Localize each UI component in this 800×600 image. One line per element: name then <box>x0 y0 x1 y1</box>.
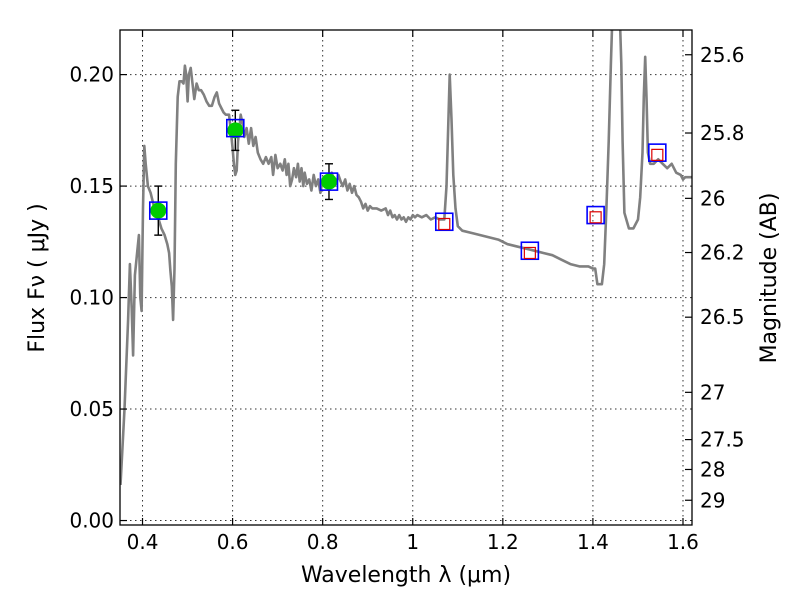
ticks: 0.4 0.6 0.8 1 1.2 1.4 1.6 0.00 0.05 0.10 0.15 0.20 2… <box>69 30 745 554</box>
y-tick-label: 0.00 <box>69 509 114 533</box>
y-tick-label: 0.05 <box>69 397 114 421</box>
x-tick-label: 1.4 <box>577 530 609 554</box>
nondetection-box <box>523 246 536 260</box>
y-axis-right-label: Magnitude (AB) <box>757 193 782 364</box>
model-photometry-box <box>319 172 339 191</box>
observed-point <box>320 173 337 190</box>
model-photometry-box <box>226 118 245 138</box>
y-axis-label: Flux Fν ( μJy ) <box>25 203 50 352</box>
model-spectrum-line <box>120 30 692 485</box>
x-tick-label: 1.6 <box>667 530 699 554</box>
y-tick-label: 0.20 <box>69 63 114 87</box>
magnitude-tick-label: 25.6 <box>700 43 745 67</box>
x-tick-label: 0.4 <box>127 530 159 554</box>
magnitude-tick-label: 28 <box>700 457 725 481</box>
x-tick-label: 0.8 <box>307 530 339 554</box>
observed-point <box>150 202 167 219</box>
y-tick-label: 0.10 <box>69 286 114 310</box>
plot-frame <box>119 29 693 526</box>
y-tick-label: 0.15 <box>69 174 114 198</box>
model-photometry-box <box>648 143 667 162</box>
magnitude-tick-label: 25.8 <box>700 121 745 145</box>
model-photometry-box <box>586 205 605 225</box>
nondetection-box <box>651 148 664 161</box>
x-tick-label: 0.6 <box>217 530 249 554</box>
magnitude-tick-label: 26.5 <box>700 305 745 329</box>
magnitude-tick-label: 26 <box>700 186 725 210</box>
model-photometry-box <box>520 241 540 261</box>
x-axis-label: Wavelength λ (μm) <box>301 563 511 588</box>
plot-area <box>120 30 692 485</box>
observed-point <box>227 122 244 139</box>
magnitude-tick-label: 26.2 <box>700 241 745 265</box>
magnitude-tick-label: 27.5 <box>700 428 745 452</box>
x-tick-label: 1 <box>406 530 419 554</box>
model-photometry-box <box>434 212 454 232</box>
magnitude-tick-label: 27 <box>700 380 725 404</box>
grid <box>120 30 692 525</box>
nondetection-box <box>589 211 602 224</box>
x-tick-label: 1.2 <box>487 530 519 554</box>
model-photometry-box <box>148 201 168 220</box>
nondetection-box <box>438 217 451 231</box>
magnitude-tick-label: 29 <box>700 488 725 512</box>
